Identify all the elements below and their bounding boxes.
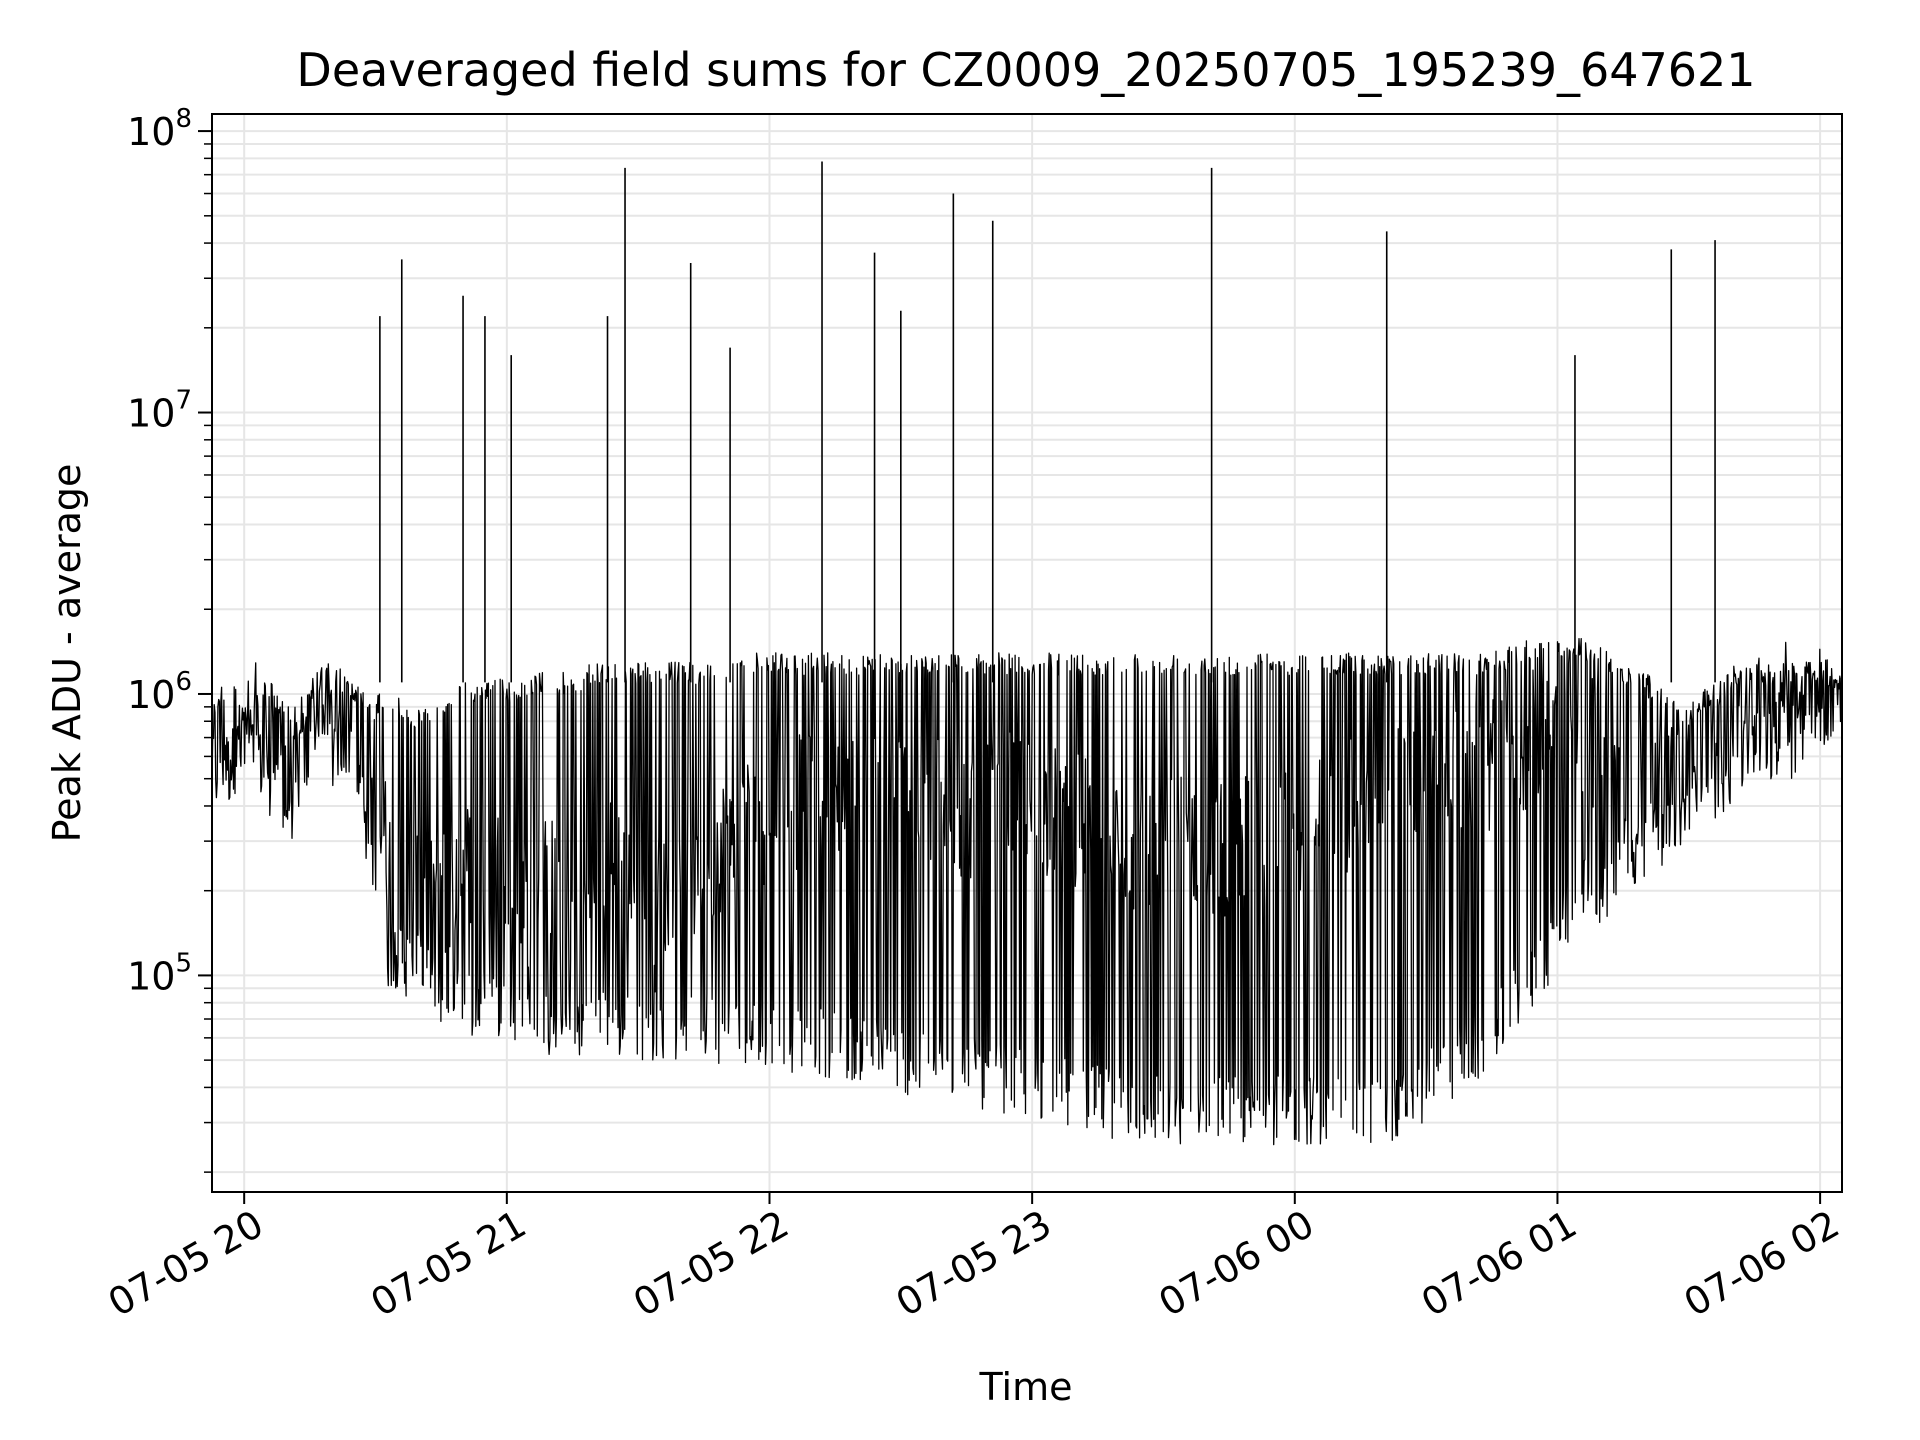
y-axis: 105 106 107 108 xyxy=(127,104,212,998)
chart-title: Deaveraged field sums for CZ0009_2025070… xyxy=(296,43,1755,97)
y-axis-label: Peak ADU - average xyxy=(45,464,89,843)
y-tick-label: 108 xyxy=(127,104,192,154)
series-line xyxy=(211,637,1843,1146)
y-tick-label: 106 xyxy=(127,667,192,717)
x-axis-label: Time xyxy=(979,1365,1073,1409)
plot-frame xyxy=(211,113,1843,1193)
data-series xyxy=(211,161,1843,1146)
y-tick-label: 105 xyxy=(127,948,192,998)
y-tick-label: 107 xyxy=(127,386,192,436)
